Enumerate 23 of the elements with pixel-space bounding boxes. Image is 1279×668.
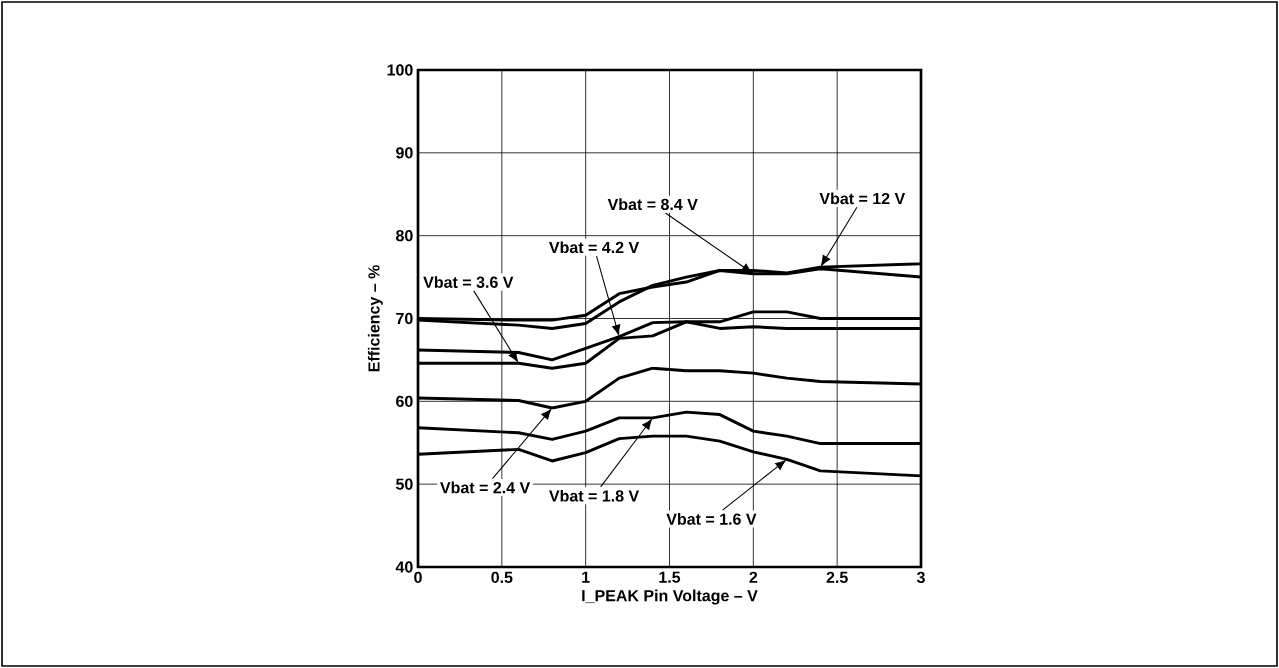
text: Vbat = 1.6 V bbox=[666, 513, 757, 525]
x-tick-label: 0.5 bbox=[491, 571, 513, 584]
y-axis-title: Efficiency – % bbox=[367, 265, 383, 372]
x-tick-label: 2 bbox=[749, 571, 758, 583]
x-tick-label: 1 bbox=[582, 571, 590, 583]
y-tick-label: 90 bbox=[396, 147, 413, 159]
y-tick-label: 60 bbox=[396, 395, 413, 407]
y-tick-label: 40 bbox=[395, 561, 413, 573]
y-tick-label: 70 bbox=[396, 312, 413, 325]
x-axis-title: I_PEAK Pin Voltage – V bbox=[582, 589, 758, 605]
x-tick-label: 1.5 bbox=[659, 571, 681, 583]
text: Vbat = 4.2 V bbox=[549, 241, 640, 254]
text: Vbat = 3.6 V bbox=[423, 276, 514, 288]
text: Vbat = 12 V bbox=[819, 192, 906, 205]
x-tick-label: 3 bbox=[916, 571, 925, 584]
y-tick-label: 50 bbox=[396, 478, 413, 490]
y-tick-label: 80 bbox=[396, 230, 413, 242]
text: Vbat = 2.4 V bbox=[440, 481, 531, 494]
text: Vbat = 8.4 V bbox=[607, 198, 698, 211]
y-tick-label: 100 bbox=[387, 64, 413, 76]
text: Vbat = 1.8 V bbox=[549, 489, 640, 502]
x-tick-label: 2.5 bbox=[826, 571, 848, 584]
x-tick-label: 0 bbox=[414, 571, 422, 584]
